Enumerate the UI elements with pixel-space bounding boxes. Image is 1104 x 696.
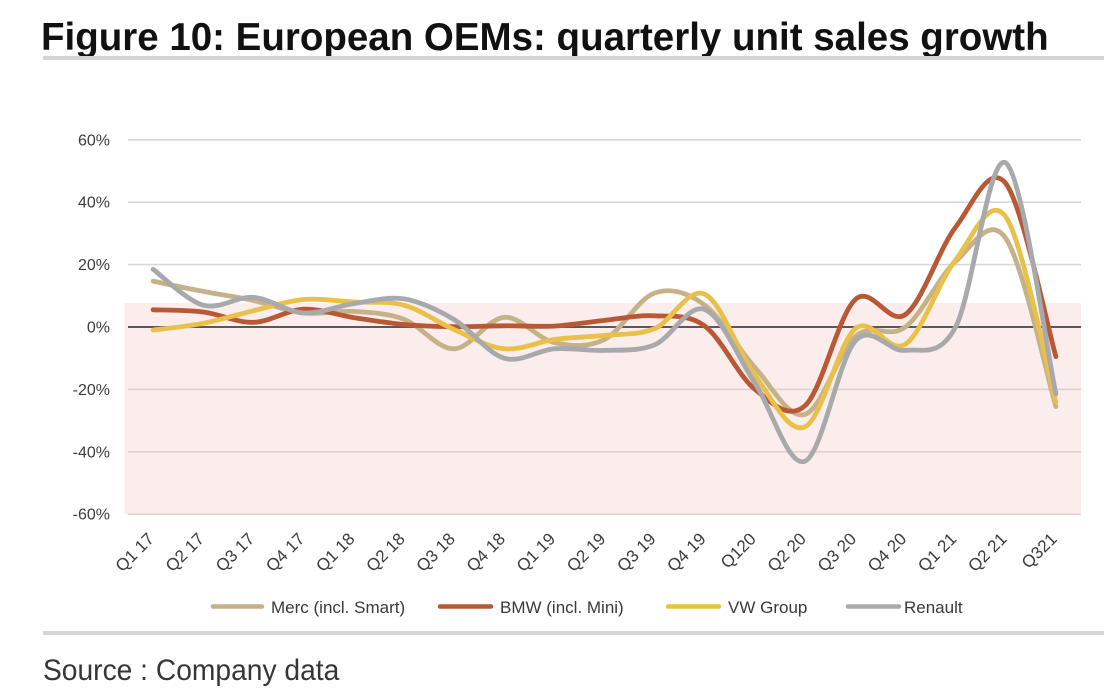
svg-text:40%: 40%	[78, 195, 110, 212]
svg-text:Merc (incl. Smart): Merc (incl. Smart)	[271, 598, 405, 617]
svg-text:Q4 20: Q4 20	[864, 529, 910, 575]
svg-text:-20%: -20%	[73, 382, 110, 399]
svg-text:Q3 18: Q3 18	[413, 529, 459, 575]
svg-text:Q2 21: Q2 21	[964, 529, 1010, 575]
svg-text:Q1 21: Q1 21	[914, 529, 960, 575]
svg-text:Q1 17: Q1 17	[112, 529, 158, 575]
svg-text:Q3 20: Q3 20	[814, 529, 860, 575]
svg-text:Q3 17: Q3 17	[212, 529, 258, 575]
svg-text:Q2 17: Q2 17	[162, 529, 208, 575]
svg-text:Renault: Renault	[904, 598, 963, 617]
svg-text:Q2 20: Q2 20	[764, 529, 810, 575]
svg-text:VW Group: VW Group	[728, 598, 807, 617]
svg-text:Q4 18: Q4 18	[463, 529, 509, 575]
svg-text:Q120: Q120	[717, 529, 760, 572]
svg-text:-60%: -60%	[73, 507, 110, 524]
svg-text:0%: 0%	[87, 320, 110, 337]
svg-text:Q1 19: Q1 19	[513, 529, 559, 575]
svg-text:Q321: Q321	[1018, 529, 1061, 572]
svg-text:20%: 20%	[78, 257, 110, 274]
svg-text:Q2 18: Q2 18	[363, 529, 409, 575]
svg-text:Q2 19: Q2 19	[563, 529, 609, 575]
svg-text:Q4 19: Q4 19	[663, 529, 709, 575]
svg-text:BMW (incl. Mini): BMW (incl. Mini)	[500, 598, 624, 617]
svg-text:60%: 60%	[78, 132, 110, 149]
svg-text:Q1 18: Q1 18	[312, 529, 358, 575]
svg-text:Q3 19: Q3 19	[613, 529, 659, 575]
svg-text:Q4 17: Q4 17	[262, 529, 308, 575]
svg-text:-40%: -40%	[73, 444, 110, 461]
